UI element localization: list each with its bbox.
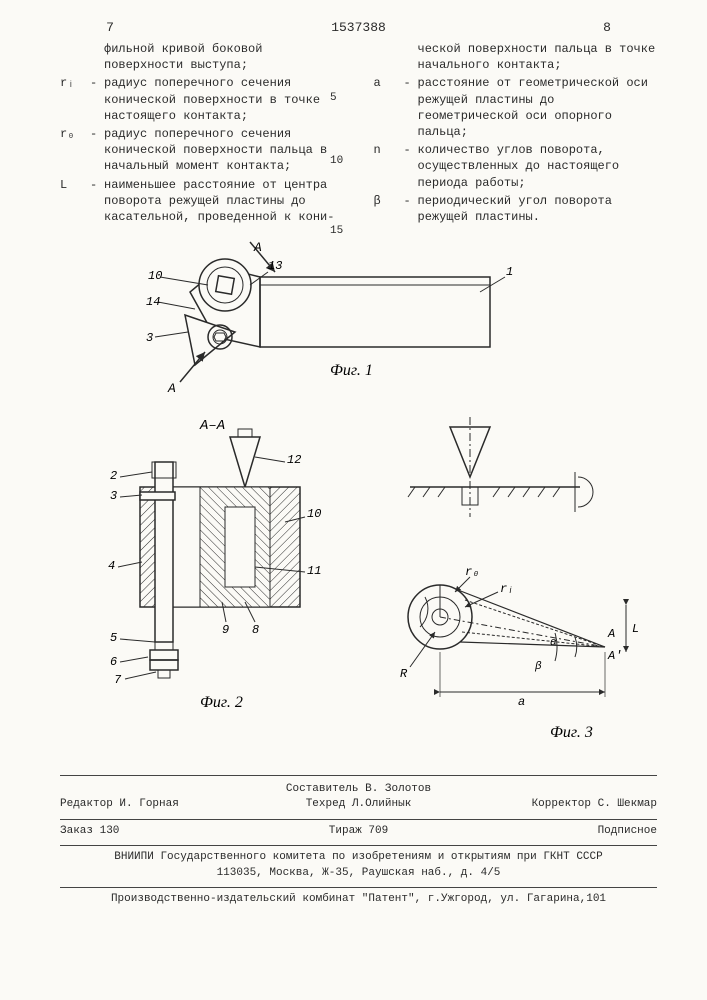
svg-text:11: 11 [307, 564, 321, 578]
tech-editor: Техред Л.Олийнык [259, 797, 458, 812]
definition-text: количество углов поворота, осуществленны… [418, 142, 658, 191]
svg-text:7: 7 [114, 673, 122, 687]
publisher-org: ВНИИПИ Государственного комитета по изоб… [60, 850, 657, 865]
svg-text:A': A' [607, 649, 622, 663]
colophon-block: Составитель В. Золотов Редактор И. Горна… [60, 775, 657, 907]
print-facility: Производственно-издательский комбинат "П… [60, 892, 657, 907]
svg-text:3: 3 [146, 331, 153, 345]
figure-2: А–А [108, 418, 321, 711]
svg-text:r₀: r₀ [465, 565, 479, 579]
compiler: Составитель В. Золотов [60, 782, 657, 797]
svg-text:rᵢ: rᵢ [500, 582, 514, 596]
fig3-label: Фиг. 3 [550, 724, 593, 741]
svg-text:8: 8 [252, 623, 259, 637]
symbol: rᵢ [60, 75, 90, 124]
svg-text:L: L [632, 622, 639, 636]
svg-text:13: 13 [268, 259, 282, 273]
symbol: r₀ [60, 126, 90, 175]
line-num: 15 [330, 225, 343, 237]
publisher-address: 113035, Москва, Ж-35, Раушская наб., д. … [60, 866, 657, 881]
editor: Редактор И. Горная [60, 797, 259, 812]
symbol: n [374, 142, 404, 191]
order-number: Заказ 130 [60, 824, 259, 839]
svg-text:12: 12 [287, 453, 301, 467]
figure-1: A A 10 14 3 13 1 Фиг. 1 [146, 240, 513, 396]
svg-text:14: 14 [146, 295, 160, 309]
figures-area: A A 10 14 3 13 1 Фиг. 1 А–А [60, 237, 657, 767]
symbol: a [374, 75, 404, 140]
continuation-text: ческой поверхности пальца в точке началь… [418, 41, 658, 73]
continuation-text: фильной кривой боковой поверхности высту… [104, 41, 344, 73]
svg-text:a: a [518, 695, 525, 709]
technical-diagrams: A A 10 14 3 13 1 Фиг. 1 А–А [40, 237, 660, 777]
svg-text:5: 5 [110, 631, 117, 645]
svg-text:3: 3 [110, 489, 117, 503]
svg-text:10: 10 [148, 269, 162, 283]
line-num: 10 [330, 155, 343, 167]
svg-text:10: 10 [307, 507, 321, 521]
symbol: L [60, 177, 90, 226]
svg-text:4: 4 [108, 559, 115, 573]
right-column: ческой поверхности пальца в точке началь… [374, 41, 658, 227]
fig2-section-title: А–А [199, 418, 225, 434]
tirage: Тираж 709 [259, 824, 458, 839]
document-number: 1537388 [160, 20, 557, 35]
svg-text:2: 2 [110, 469, 117, 483]
svg-text:1: 1 [506, 265, 513, 279]
corrector: Корректор С. Шекмар [458, 797, 657, 812]
svg-text:A: A [167, 381, 176, 396]
svg-text:9: 9 [222, 623, 229, 637]
definition-text: радиус поперечного сечения конической по… [104, 75, 344, 124]
line-num: 5 [330, 92, 337, 104]
svg-text:β: β [534, 661, 542, 673]
fig1-label: Фиг. 1 [330, 362, 373, 379]
body-text: фильной кривой боковой поверхности высту… [60, 41, 657, 227]
figure-3: r₀ rᵢ A A' R [400, 417, 639, 741]
page-num-right: 8 [557, 20, 657, 35]
definition-text: радиус поперечного сечения конической по… [104, 126, 344, 175]
definition-text: расстояние от геометрической оси режущей… [418, 75, 658, 140]
symbol: β [374, 193, 404, 225]
page-header: 7 1537388 8 [60, 20, 657, 35]
definition-text: наименьшее расстояние от центра поворота… [104, 177, 344, 226]
signed: Подписное [458, 824, 657, 839]
svg-text:6: 6 [110, 655, 117, 669]
fig2-label: Фиг. 2 [200, 694, 243, 711]
left-column: фильной кривой боковой поверхности высту… [60, 41, 344, 227]
svg-text:R: R [400, 667, 408, 681]
definition-text: периодический угол поворота режущей плас… [418, 193, 658, 225]
page-num-left: 7 [60, 20, 160, 35]
svg-text:A: A [607, 627, 615, 641]
svg-text:A: A [253, 240, 262, 255]
